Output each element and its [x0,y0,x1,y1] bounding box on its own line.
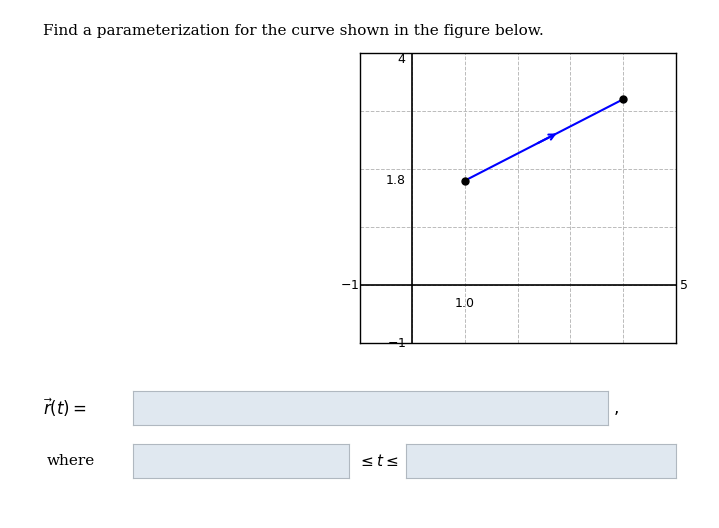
Text: $1.0$: $1.0$ [454,297,475,310]
Text: $1.8$: $1.8$ [385,174,406,187]
Text: $\leq t \leq$: $\leq t \leq$ [358,452,399,469]
Text: Find a parameterization for the curve shown in the figure below.: Find a parameterization for the curve sh… [43,24,544,38]
Text: where: where [47,454,95,468]
Text: $-1$: $-1$ [340,279,360,291]
Text: $\vec{r}(t) =$: $\vec{r}(t) =$ [43,397,87,419]
Text: ,: , [613,399,618,417]
Text: $-1$: $-1$ [387,337,406,351]
Text: $4$: $4$ [397,53,406,66]
Text: $5$: $5$ [679,279,688,291]
